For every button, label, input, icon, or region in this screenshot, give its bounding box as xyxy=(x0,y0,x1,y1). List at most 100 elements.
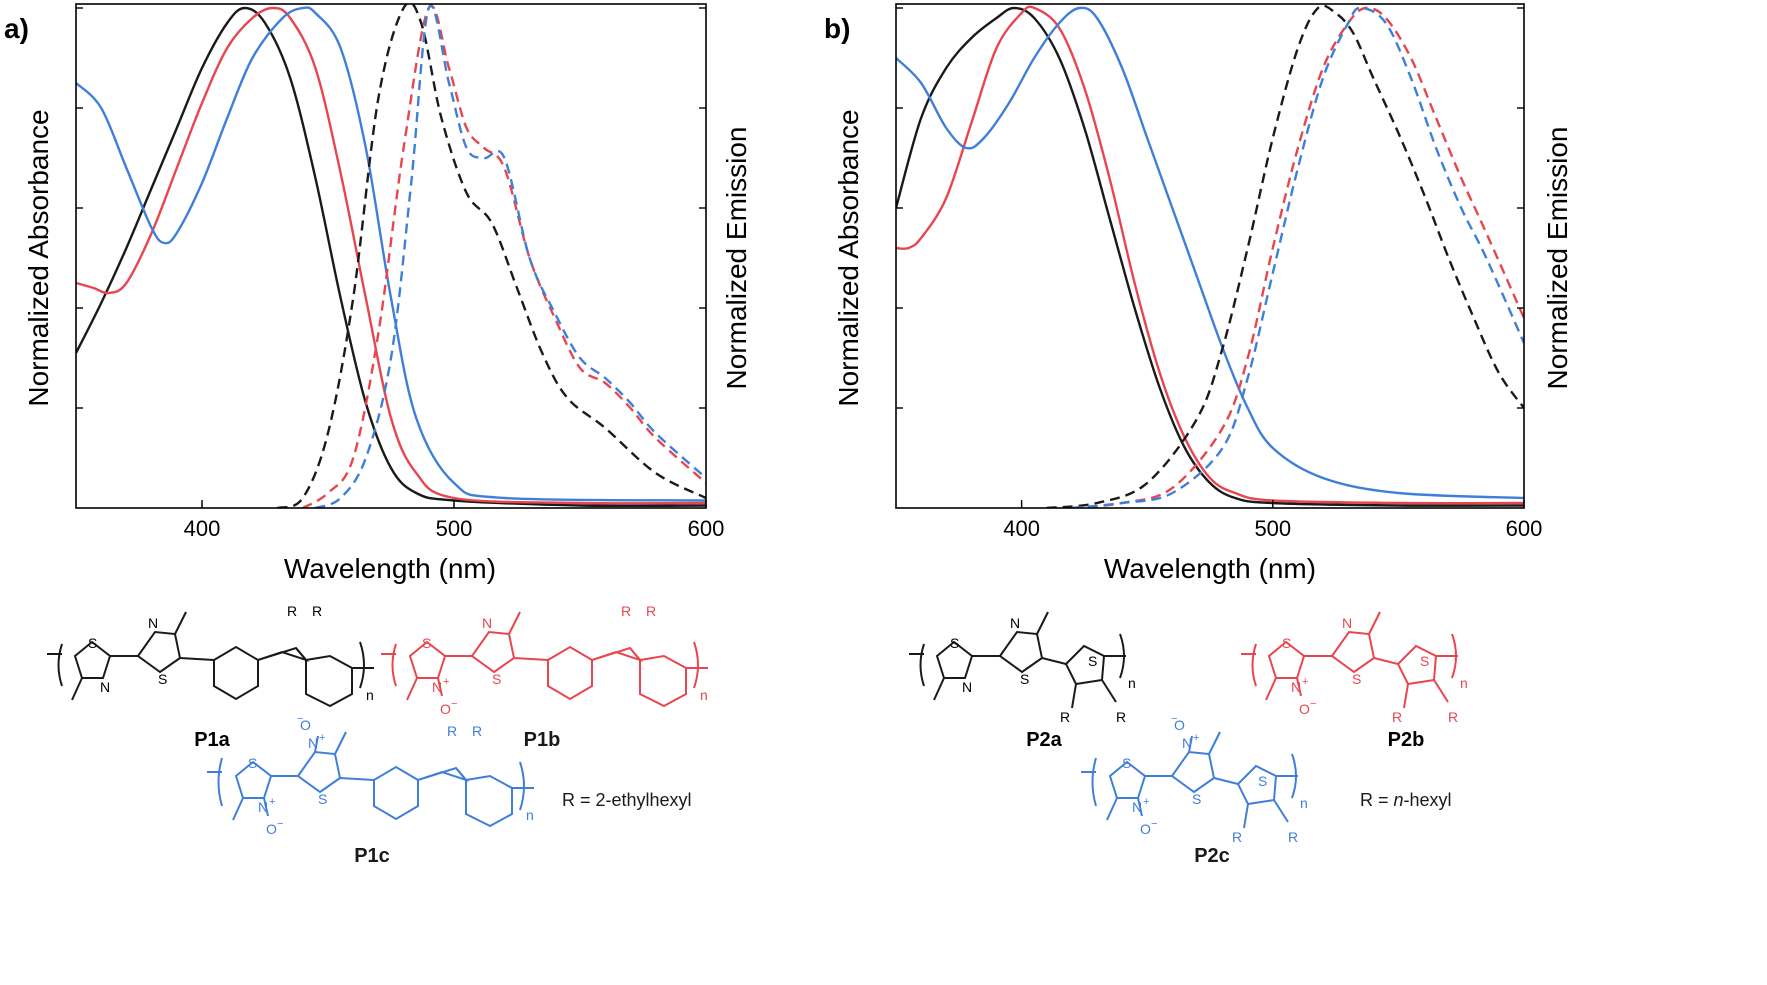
atom-s: S xyxy=(1258,773,1267,789)
atom-s: S xyxy=(1020,671,1029,687)
structure-p1a xyxy=(47,611,374,708)
panel-label-a: a) xyxy=(4,13,29,44)
atom-n: N xyxy=(1132,799,1142,815)
r-definition-b-italic: n xyxy=(1394,790,1404,810)
structure-p1c-atoms: O − N + S N + O − S R R n P1c R = 2-ethy… xyxy=(248,713,692,867)
series-line-p1b-emission xyxy=(302,4,706,508)
x-tick-label: 400 xyxy=(1003,516,1040,541)
subscript-n: n xyxy=(1460,675,1468,691)
atom-o: O xyxy=(266,821,277,837)
r-definition-b-prefix: R = xyxy=(1360,790,1394,810)
structure-p2c-atoms: O − N + S N + O − S S R R n P2c R = n-he… xyxy=(1122,713,1452,867)
atom-s: S xyxy=(1192,791,1201,807)
charge-plus: + xyxy=(269,796,275,808)
subscript-n: n xyxy=(526,807,534,823)
compound-label-p2a: P2a xyxy=(1026,729,1062,751)
atom-s: S xyxy=(422,635,431,651)
series-line-p2c-emission xyxy=(1071,6,1524,508)
series-line-p1c-absorbance xyxy=(76,6,706,502)
series-line-p2a-emission xyxy=(1046,4,1524,508)
panel-b: b) 400 500 600 Normalized Absorbance Norma… xyxy=(824,3,1573,584)
x-tick-label: 600 xyxy=(1506,516,1543,541)
atom-r: R xyxy=(472,723,482,739)
atom-r: R xyxy=(1232,829,1242,845)
y-axis-label-left-a: Normalized Absorbance xyxy=(23,109,54,406)
structure-p2a-atoms: S N N S S R R n P2a xyxy=(950,615,1136,751)
atom-o: O xyxy=(1140,821,1151,837)
atom-r: R xyxy=(621,603,631,619)
structure-p2b xyxy=(1241,611,1458,709)
atom-r: R xyxy=(1392,709,1402,725)
atom-s: S xyxy=(492,671,501,687)
plot-frame xyxy=(75,3,707,509)
charge-plus: + xyxy=(443,676,449,688)
subscript-n: n xyxy=(1300,795,1308,811)
compound-label-p1a: P1a xyxy=(194,729,230,751)
structure-p2a xyxy=(909,611,1126,709)
series-line-p1b-absorbance xyxy=(76,6,706,505)
atom-n: N xyxy=(1182,735,1192,751)
panel-a: a) 400 500 600 Normalized Absorbance Norma… xyxy=(4,3,752,584)
charge-plus: + xyxy=(1302,676,1308,688)
atom-n: N xyxy=(1342,615,1352,631)
atom-s: S xyxy=(950,635,959,651)
charge-plus: + xyxy=(1193,732,1199,744)
structure-p1b xyxy=(381,611,708,708)
structure-p2c xyxy=(1081,731,1298,829)
atom-n: N xyxy=(1291,679,1301,695)
atom-r: R xyxy=(1116,709,1126,725)
atom-r: R xyxy=(447,723,457,739)
atom-s: S xyxy=(1088,653,1097,669)
atom-s: S xyxy=(88,635,97,651)
atom-n: N xyxy=(258,799,268,815)
x-tick-label: 500 xyxy=(1254,516,1291,541)
atom-s: S xyxy=(1122,755,1131,771)
atom-n: N xyxy=(308,735,318,751)
atom-s: S xyxy=(318,791,327,807)
atom-r: R xyxy=(646,603,656,619)
compound-label-p1b: P1b xyxy=(524,729,561,751)
atom-n: N xyxy=(962,679,972,695)
x-tick-label: 600 xyxy=(688,516,725,541)
atom-s: S xyxy=(1420,653,1429,669)
atom-o: O xyxy=(1299,701,1310,717)
series-line-p2c-absorbance xyxy=(896,6,1524,500)
series-line-p2a-absorbance xyxy=(896,6,1524,507)
atom-r: R xyxy=(312,603,322,619)
atom-s: S xyxy=(248,755,257,771)
structure-p1c xyxy=(207,731,534,828)
atom-s: S xyxy=(1352,671,1361,687)
plot-area-a: 400 500 600 xyxy=(75,3,725,541)
subscript-n: n xyxy=(700,687,708,703)
subscript-n: n xyxy=(366,687,374,703)
atom-r: R xyxy=(1448,709,1458,725)
atom-n: N xyxy=(432,679,442,695)
atom-n: N xyxy=(148,615,158,631)
charge-plus: + xyxy=(1143,796,1149,808)
charge-minus: − xyxy=(1171,713,1177,725)
atom-n: N xyxy=(100,679,110,695)
compound-label-p1c: P1c xyxy=(354,845,390,867)
x-axis-label-a: Wavelength (nm) xyxy=(284,553,496,584)
atom-s: S xyxy=(158,671,167,687)
structure-p1b-atoms: S N N + O − S R R n P1b xyxy=(422,603,708,751)
series-group-b xyxy=(896,4,1524,508)
charge-plus: + xyxy=(319,732,325,744)
compound-label-p2c: P2c xyxy=(1194,845,1230,867)
x-tick-label: 400 xyxy=(184,516,221,541)
y-axis-label-left-b: Normalized Absorbance xyxy=(833,109,864,406)
subscript-n: n xyxy=(1128,675,1136,691)
series-line-p1a-absorbance xyxy=(76,6,706,508)
series-line-p2b-emission xyxy=(1071,6,1524,508)
series-line-p2b-absorbance xyxy=(896,5,1524,505)
atom-o: O xyxy=(440,701,451,717)
r-definition-a: R = 2-ethylhexyl xyxy=(562,790,692,810)
compound-label-p2b: P2b xyxy=(1388,729,1425,751)
atom-s: S xyxy=(1282,635,1291,651)
atom-r: R xyxy=(287,603,297,619)
atom-o: O xyxy=(300,717,311,733)
atom-r: R xyxy=(1288,829,1298,845)
atom-r: R xyxy=(1060,709,1070,725)
series-group-a xyxy=(76,4,706,508)
plot-frame xyxy=(895,3,1525,509)
